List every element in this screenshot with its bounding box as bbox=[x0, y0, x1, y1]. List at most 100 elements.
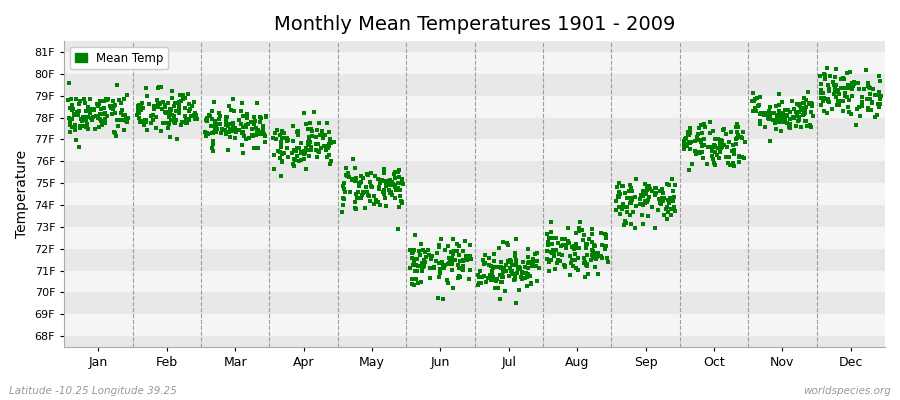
Point bbox=[388, 194, 402, 201]
Point bbox=[115, 116, 130, 123]
Point bbox=[364, 170, 378, 176]
Point bbox=[446, 285, 460, 291]
Point bbox=[423, 253, 437, 260]
Point bbox=[73, 123, 87, 130]
Point bbox=[576, 237, 590, 243]
Point bbox=[178, 95, 193, 101]
Point bbox=[395, 199, 410, 206]
Point bbox=[682, 125, 697, 131]
Point bbox=[89, 101, 104, 107]
Point bbox=[706, 160, 721, 166]
Point bbox=[852, 113, 867, 119]
Point bbox=[544, 235, 559, 241]
Point bbox=[302, 147, 316, 153]
Point bbox=[407, 246, 421, 253]
Point bbox=[452, 273, 466, 280]
Point bbox=[590, 252, 605, 258]
Point bbox=[761, 112, 776, 118]
Point bbox=[796, 111, 810, 118]
Point bbox=[774, 113, 788, 119]
Point bbox=[728, 124, 742, 130]
Point bbox=[352, 180, 366, 186]
Point bbox=[165, 88, 179, 94]
Point bbox=[521, 259, 535, 266]
Point bbox=[478, 279, 492, 285]
Point bbox=[508, 253, 522, 259]
Point bbox=[611, 193, 625, 200]
Point bbox=[372, 184, 386, 191]
Point bbox=[250, 128, 265, 134]
Point bbox=[453, 274, 467, 280]
Point bbox=[139, 119, 153, 125]
Point bbox=[446, 257, 461, 263]
Point bbox=[131, 103, 146, 109]
Point bbox=[338, 172, 353, 178]
Point bbox=[860, 82, 875, 88]
Point bbox=[166, 112, 181, 119]
Point bbox=[778, 116, 792, 123]
Point bbox=[836, 74, 850, 81]
Point bbox=[321, 142, 336, 149]
Point bbox=[148, 125, 163, 131]
Point bbox=[641, 213, 655, 220]
Point bbox=[416, 246, 430, 253]
Point bbox=[503, 265, 517, 272]
Point bbox=[555, 242, 570, 248]
Point bbox=[713, 140, 727, 147]
Point bbox=[324, 158, 338, 164]
Point bbox=[708, 143, 723, 150]
Point bbox=[598, 245, 612, 252]
Point bbox=[521, 264, 535, 271]
Point bbox=[817, 76, 832, 82]
Point bbox=[432, 242, 446, 248]
Point bbox=[500, 242, 515, 248]
Point bbox=[504, 258, 518, 264]
Point bbox=[681, 129, 696, 136]
Point bbox=[198, 128, 212, 135]
Point bbox=[859, 66, 873, 73]
Point bbox=[477, 260, 491, 266]
Point bbox=[843, 69, 858, 75]
Point bbox=[388, 168, 402, 175]
Point bbox=[414, 241, 428, 248]
Point bbox=[518, 274, 532, 281]
Point bbox=[132, 110, 147, 116]
Point bbox=[499, 262, 513, 268]
Point bbox=[865, 98, 879, 105]
Point bbox=[249, 100, 264, 106]
Point bbox=[553, 258, 567, 264]
Point bbox=[223, 126, 238, 132]
Point bbox=[750, 95, 764, 101]
Point bbox=[69, 136, 84, 143]
Point bbox=[404, 250, 419, 256]
Point bbox=[578, 258, 592, 265]
Point bbox=[869, 112, 884, 118]
Point bbox=[624, 200, 638, 206]
Point bbox=[652, 196, 667, 202]
Bar bbox=[64, 249, 885, 270]
Point bbox=[822, 86, 836, 92]
Point bbox=[383, 189, 398, 195]
Point bbox=[373, 202, 387, 208]
Bar bbox=[64, 140, 885, 161]
Point bbox=[748, 96, 762, 102]
Point bbox=[599, 254, 614, 261]
Point bbox=[226, 120, 240, 126]
Point bbox=[762, 114, 777, 120]
Point bbox=[558, 262, 572, 269]
Point bbox=[712, 154, 726, 161]
Point bbox=[354, 173, 368, 180]
Point bbox=[668, 182, 682, 188]
Point bbox=[730, 121, 744, 128]
Point bbox=[453, 258, 467, 264]
Point bbox=[498, 288, 512, 294]
Point bbox=[642, 194, 656, 200]
Point bbox=[515, 275, 529, 282]
Point bbox=[404, 281, 419, 287]
Point bbox=[791, 116, 806, 123]
Point bbox=[179, 120, 194, 126]
Point bbox=[829, 93, 843, 100]
Point bbox=[130, 106, 145, 112]
Point bbox=[172, 99, 186, 106]
Point bbox=[383, 182, 398, 188]
